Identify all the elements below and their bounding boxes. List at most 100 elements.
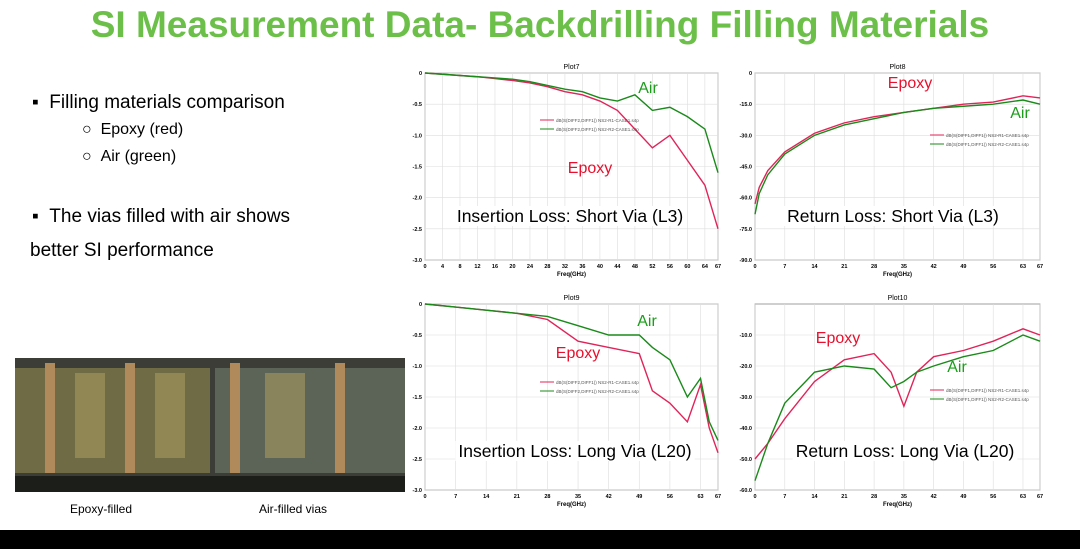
x-tick-label: 8 <box>458 264 461 270</box>
x-tick-label: 0 <box>753 494 756 500</box>
y-tick-label: -20.0 <box>739 364 752 370</box>
x-tick-label: 35 <box>575 494 581 500</box>
legend-label: dB(S(DIFF1,DIFF1)) NS2-R1-CASE1.s4p <box>946 388 1029 393</box>
legend-label: dB(S(DIFF2,DIFF1)) NS2-R1-CASE1.s4p <box>556 380 639 385</box>
x-tick-label: 4 <box>441 264 445 270</box>
x-tick-label: 42 <box>931 494 937 500</box>
x-tick-label: 67 <box>1037 264 1043 270</box>
x-tick-label: 48 <box>632 264 638 270</box>
y-tick-label: -30.0 <box>739 133 752 139</box>
chart-title: Plot9 <box>564 295 580 302</box>
sub-bullet-text: Epoxy (red) <box>100 121 184 138</box>
x-tick-label: 21 <box>514 494 520 500</box>
bullet: ▪ Filling materials comparison <box>32 92 285 113</box>
x-tick-label: 35 <box>901 494 907 500</box>
x-tick-label: 21 <box>841 264 847 270</box>
chart-label: Return Loss: Long Via (L20) <box>796 441 1015 461</box>
x-tick-label: 52 <box>649 264 655 270</box>
annotation: Epoxy <box>568 160 612 177</box>
x-tick-label: 14 <box>811 264 818 270</box>
x-tick-label: 32 <box>562 264 568 270</box>
data-line <box>754 95 1041 205</box>
sub-bullet: ○ Epoxy (red) <box>82 121 184 138</box>
x-tick-label: 49 <box>960 494 966 500</box>
x-tick-label: 0 <box>753 264 756 270</box>
x-tick-label: 7 <box>454 494 457 500</box>
annotation: Epoxy <box>888 75 932 92</box>
chart-label-bg <box>453 206 687 226</box>
y-tick-label: -60.0 <box>739 488 752 494</box>
y-tick-label: -0.5 <box>413 333 422 339</box>
x-tick-label: 67 <box>715 264 721 270</box>
x-tick-label: 60 <box>684 264 690 270</box>
x-tick-label: 0 <box>423 264 426 270</box>
data-line <box>754 334 1041 481</box>
chart-label-bg <box>784 206 1002 226</box>
x-tick-label: 24 <box>527 264 534 270</box>
y-tick-label: -3.0 <box>413 258 422 264</box>
caption: Epoxy-filled <box>70 502 133 516</box>
x-tick-label: 42 <box>931 264 937 270</box>
chart-label: Return Loss: Short Via (L3) <box>787 206 999 226</box>
annotation: Epoxy <box>556 345 600 362</box>
slide-title: SI Measurement Data- Backdrilling Fillin… <box>90 4 990 45</box>
x-tick-label: 44 <box>614 264 621 270</box>
y-tick-label: -1.5 <box>413 395 422 401</box>
x-axis-label: Freq(GHz) <box>557 502 586 508</box>
y-tick-label: 0 <box>419 302 422 308</box>
bullet-text: Filling materials comparison <box>49 92 285 113</box>
x-axis-label: Freq(GHz) <box>883 272 912 278</box>
y-tick-label: -1.0 <box>413 133 422 139</box>
x-tick-label: 7 <box>783 264 786 270</box>
y-tick-label: -60.0 <box>739 196 752 202</box>
x-tick-label: 7 <box>783 494 786 500</box>
x-tick-label: 63 <box>1020 494 1026 500</box>
chart-title: Plot10 <box>888 295 908 302</box>
y-tick-label: -2.5 <box>413 457 422 463</box>
x-tick-label: 49 <box>636 494 642 500</box>
y-tick-label: -15.0 <box>739 102 752 108</box>
y-tick-label: -40.0 <box>739 426 752 432</box>
annotation: Air <box>1010 105 1030 122</box>
y-tick-label: -0.5 <box>413 102 422 108</box>
annotation: Air <box>637 313 657 330</box>
sub-bullet-text: Air (green) <box>100 148 177 165</box>
x-tick-label: 28 <box>871 494 877 500</box>
y-tick-label: -3.0 <box>413 488 422 494</box>
chart-title: Plot7 <box>564 64 580 71</box>
bullet: ▪ The vias filled with air shows <box>32 206 291 227</box>
legend-label: dB(S(DIFF1,DIFF1)) NS2-R1-CASE1.s4p <box>946 133 1029 138</box>
x-tick-label: 21 <box>841 494 847 500</box>
x-axis-label: Freq(GHz) <box>557 272 586 278</box>
x-tick-label: 28 <box>544 264 550 270</box>
y-tick-label: -10.0 <box>739 333 752 339</box>
x-tick-label: 49 <box>960 264 966 270</box>
y-tick-label: -45.0 <box>739 165 752 171</box>
y-tick-label: -30.0 <box>739 395 752 401</box>
y-tick-label: -2.0 <box>413 426 422 432</box>
legend-label: dB(S(DIFF1,DIFF1)) NS2-R2-CASE1.s4p <box>946 397 1029 402</box>
bullet-text: The vias filled with air shows <box>49 206 291 227</box>
y-tick-label: -90.0 <box>739 258 752 264</box>
annotation: Air <box>638 80 658 97</box>
y-tick-label: -50.0 <box>739 457 752 463</box>
x-tick-label: 14 <box>483 494 490 500</box>
y-tick-label: -2.5 <box>413 227 422 233</box>
bullet-text: better SI performance <box>30 240 214 261</box>
x-tick-label: 67 <box>715 494 721 500</box>
chart-label: Insertion Loss: Long Via (L20) <box>458 441 691 461</box>
x-tick-label: 36 <box>579 264 585 270</box>
y-tick-label: -2.0 <box>413 196 422 202</box>
y-tick-label: -75.0 <box>739 227 752 233</box>
x-tick-label: 20 <box>509 264 515 270</box>
x-tick-label: 56 <box>990 264 996 270</box>
x-tick-label: 56 <box>667 264 673 270</box>
x-tick-label: 56 <box>990 494 996 500</box>
chart-label-bg <box>792 441 1018 461</box>
x-tick-label: 56 <box>667 494 673 500</box>
sub-bullet: ○ Air (green) <box>82 148 177 165</box>
y-tick-label: -1.0 <box>413 364 422 370</box>
x-axis-label: Freq(GHz) <box>883 502 912 508</box>
legend-label: dB(S(DIFF1,DIFF1)) NS2-R2-CASE1.s4p <box>946 142 1029 147</box>
